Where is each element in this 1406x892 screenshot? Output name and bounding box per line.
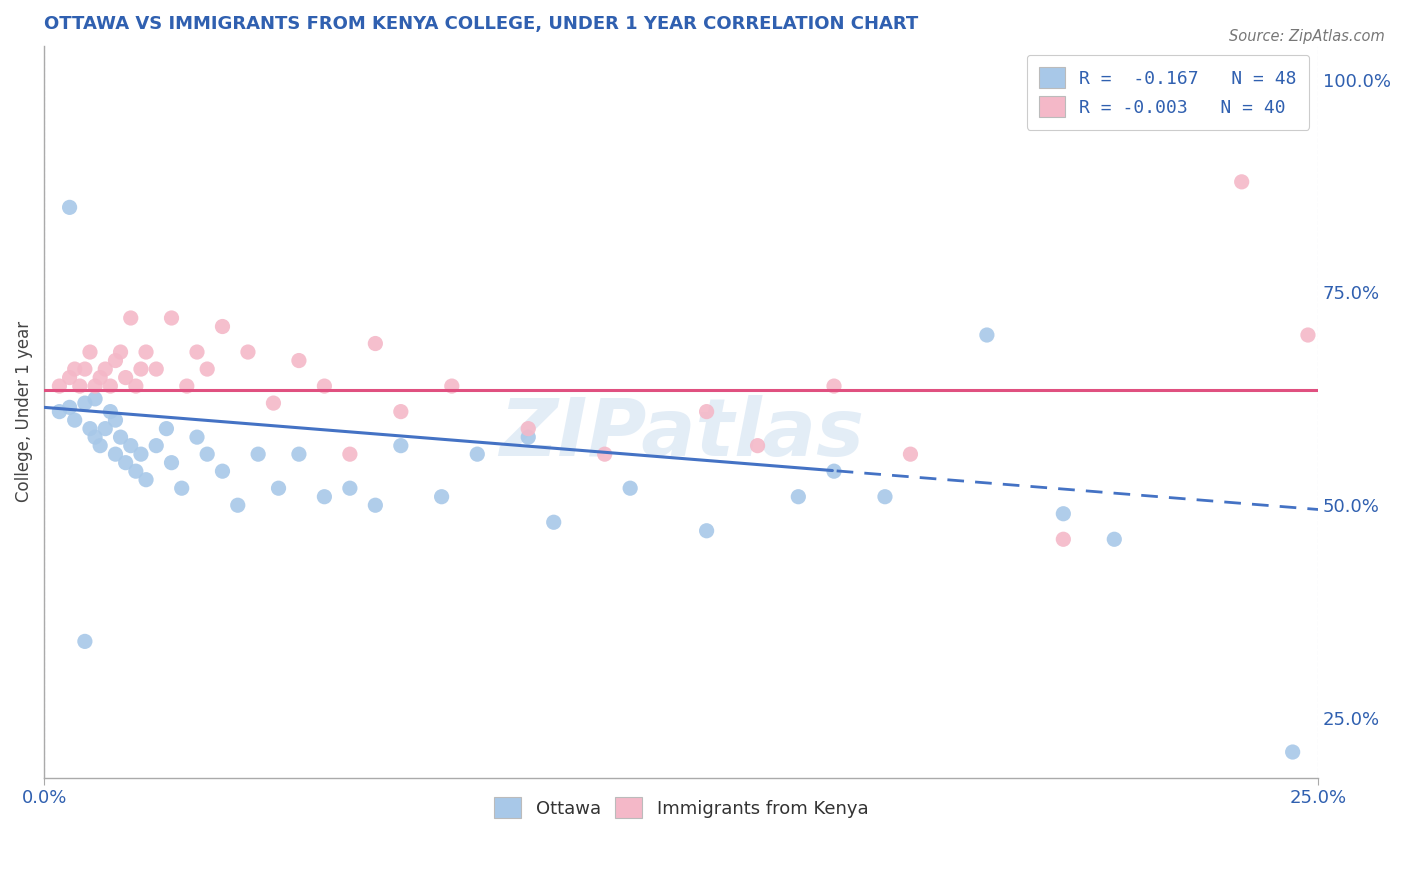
Point — [104, 353, 127, 368]
Point — [48, 404, 70, 418]
Point — [104, 447, 127, 461]
Point — [900, 447, 922, 461]
Point — [593, 447, 616, 461]
Point — [517, 430, 540, 444]
Point — [1052, 507, 1074, 521]
Point — [1052, 533, 1074, 547]
Point — [619, 481, 641, 495]
Point — [247, 447, 270, 461]
Y-axis label: College, Under 1 year: College, Under 1 year — [15, 321, 32, 502]
Point — [73, 634, 96, 648]
Point — [145, 439, 167, 453]
Point — [211, 319, 233, 334]
Point — [84, 392, 107, 406]
Point — [389, 439, 412, 453]
Point — [696, 524, 718, 538]
Point — [236, 345, 259, 359]
Point — [155, 422, 177, 436]
Point — [58, 401, 80, 415]
Point — [186, 345, 208, 359]
Point — [94, 422, 117, 436]
Point — [262, 396, 284, 410]
Point — [120, 311, 142, 326]
Point — [120, 439, 142, 453]
Point — [440, 379, 463, 393]
Point — [79, 345, 101, 359]
Point — [73, 396, 96, 410]
Point — [98, 404, 121, 418]
Text: OTTAWA VS IMMIGRANTS FROM KENYA COLLEGE, UNDER 1 YEAR CORRELATION CHART: OTTAWA VS IMMIGRANTS FROM KENYA COLLEGE,… — [44, 15, 918, 33]
Point — [787, 490, 810, 504]
Point — [89, 370, 111, 384]
Point — [176, 379, 198, 393]
Point — [823, 379, 845, 393]
Point — [170, 481, 193, 495]
Point — [288, 353, 311, 368]
Point — [160, 311, 183, 326]
Point — [747, 439, 769, 453]
Point — [125, 464, 148, 478]
Point — [160, 456, 183, 470]
Point — [517, 422, 540, 436]
Point — [135, 345, 157, 359]
Point — [129, 447, 152, 461]
Point — [1104, 533, 1126, 547]
Point — [873, 490, 896, 504]
Point — [63, 413, 86, 427]
Text: ZIPatlas: ZIPatlas — [499, 394, 863, 473]
Point — [314, 379, 336, 393]
Point — [1281, 745, 1303, 759]
Legend: Ottawa, Immigrants from Kenya: Ottawa, Immigrants from Kenya — [485, 789, 877, 827]
Point — [1230, 175, 1253, 189]
Point — [98, 379, 121, 393]
Point — [389, 404, 412, 418]
Point — [89, 439, 111, 453]
Point — [976, 328, 998, 343]
Point — [58, 370, 80, 384]
Point — [145, 362, 167, 376]
Point — [314, 490, 336, 504]
Point — [211, 464, 233, 478]
Point — [339, 481, 361, 495]
Point — [69, 379, 91, 393]
Point — [186, 430, 208, 444]
Point — [84, 430, 107, 444]
Point — [48, 379, 70, 393]
Point — [84, 379, 107, 393]
Point — [94, 362, 117, 376]
Point — [226, 498, 249, 512]
Point — [73, 362, 96, 376]
Point — [364, 498, 387, 512]
Point — [110, 430, 132, 444]
Point — [339, 447, 361, 461]
Point — [135, 473, 157, 487]
Point — [110, 345, 132, 359]
Point — [1296, 328, 1319, 343]
Point — [114, 456, 136, 470]
Point — [288, 447, 311, 461]
Point — [267, 481, 290, 495]
Point — [63, 362, 86, 376]
Point — [364, 336, 387, 351]
Point — [195, 447, 218, 461]
Point — [58, 200, 80, 214]
Point — [114, 370, 136, 384]
Point — [125, 379, 148, 393]
Point — [79, 422, 101, 436]
Point — [465, 447, 488, 461]
Point — [543, 515, 565, 529]
Point — [823, 464, 845, 478]
Point — [195, 362, 218, 376]
Point — [430, 490, 453, 504]
Point — [696, 404, 718, 418]
Text: Source: ZipAtlas.com: Source: ZipAtlas.com — [1229, 29, 1385, 44]
Point — [104, 413, 127, 427]
Point — [129, 362, 152, 376]
